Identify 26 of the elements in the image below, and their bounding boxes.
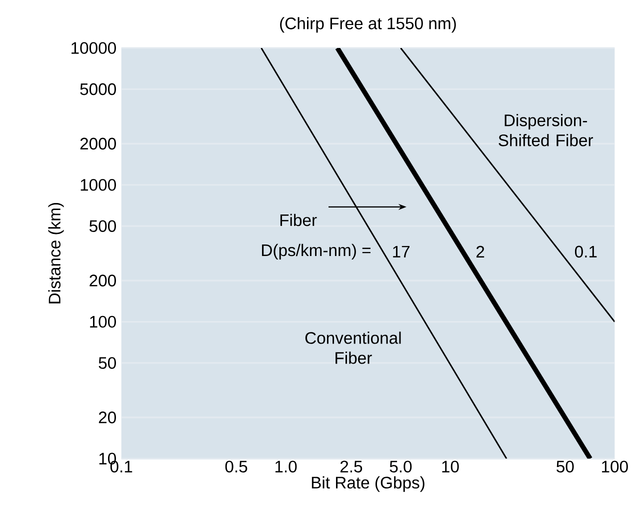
y-tick-label: 5000 — [80, 83, 116, 96]
x-axis-title: Bit Rate (Gbps) — [312, 476, 424, 492]
x-tick-label: 10 — [442, 460, 459, 472]
y-tick-label: 1000 — [80, 178, 116, 191]
y-tick-label: 500 — [89, 220, 116, 232]
chart-title: (Chirp Free at 1550 nm) — [280, 17, 456, 33]
y-tick-label: 200 — [90, 274, 116, 286]
y-tick-label: 100 — [90, 316, 116, 328]
x-tick-label: 100 — [602, 460, 628, 472]
annotation: 17 — [393, 246, 410, 258]
x-tick-label: 0.5 — [225, 460, 248, 472]
x-tick-label: 5.0 — [390, 460, 412, 472]
y-tick-label: 20 — [98, 412, 116, 424]
annotation: D(ps/km-nm) = — [262, 244, 370, 260]
y-tick-label: 10000 — [72, 42, 116, 54]
y-tick-label: 2000 — [80, 138, 116, 150]
y-tick-label: 50 — [98, 357, 116, 369]
annotation: 0.1 — [574, 246, 597, 258]
annotation: Fiber — [280, 214, 317, 226]
annotation: 2 — [476, 246, 484, 258]
x-tick-label: 1.0 — [275, 460, 297, 472]
annotation: Conventional Fiber — [305, 332, 401, 364]
y-axis-title: Distance (km) — [48, 202, 64, 304]
x-tick-label: 50 — [556, 460, 574, 472]
x-tick-label: 2.5 — [340, 460, 362, 472]
annotation: Dispersion-Shifted Fiber — [498, 114, 594, 146]
